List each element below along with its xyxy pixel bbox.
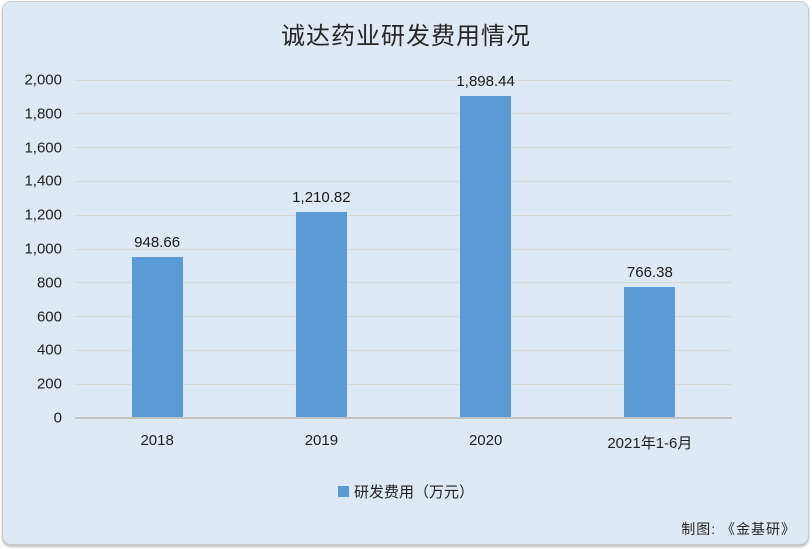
y-gridline [75, 248, 732, 250]
y-gridline [75, 79, 732, 81]
y-gridline [75, 180, 732, 182]
y-gridline [75, 113, 732, 115]
y-axis-tick-label: 0 [53, 409, 62, 427]
x-axis-category-label: 2018 [140, 432, 174, 449]
bar-2021年1-6月 [624, 287, 676, 417]
y-axis-tick-label: 600 [36, 308, 62, 326]
x-axis-labels: 2018 2019 2020 2021年1-6月 [75, 430, 732, 452]
y-axis-tick-label: 200 [36, 375, 62, 393]
y-axis-tick-label: 400 [36, 341, 62, 359]
y-axis-tick-label: 800 [36, 274, 62, 292]
y-gridline [75, 147, 732, 149]
x-axis-category-label: 2021年1-6月 [607, 435, 693, 452]
chart-title: 诚达药业研发费用情况 [281, 23, 531, 50]
bar-2020 [460, 96, 512, 417]
y-gridline [75, 282, 732, 284]
x-axis-line [75, 417, 732, 419]
y-axis-tick-label: 2,000 [24, 71, 62, 89]
bar-2019 [295, 212, 347, 417]
legend: 研发费用（万元） [0, 481, 812, 502]
bar-value-label: 766.38 [626, 264, 673, 282]
y-axis-tick-label: 1,200 [24, 206, 62, 224]
bar-value-label: 1,210.82 [292, 189, 351, 207]
y-axis-tick-label: 1,800 [24, 105, 62, 123]
bar-value-label: 948.66 [134, 233, 181, 251]
y-axis-tick-label: 1,400 [24, 172, 62, 190]
x-axis-category-label: 2020 [468, 432, 503, 449]
y-axis-tick-label: 1,600 [24, 139, 62, 157]
y-gridline [75, 316, 732, 318]
y-axis-tick-label: 1,000 [24, 240, 62, 258]
y-gridline [75, 349, 732, 351]
bar-value-label: 1,898.44 [456, 73, 515, 91]
y-gridline [75, 383, 732, 385]
x-axis-category-label: 2019 [304, 432, 339, 449]
legend-label: 研发费用（万元） [353, 484, 474, 501]
bar-2018 [131, 256, 183, 417]
credit-text: 制图: 《金基研》 [681, 521, 796, 537]
legend-marker-icon [337, 486, 349, 497]
y-gridline [75, 214, 732, 216]
plot-area: 948.66 1,210.82 1,898.44 766.38 [75, 73, 732, 419]
y-axis-labels: 0 200 400 600 800 1,000 1,200 1,400 1,600 1,800 2,… [0, 72, 62, 427]
